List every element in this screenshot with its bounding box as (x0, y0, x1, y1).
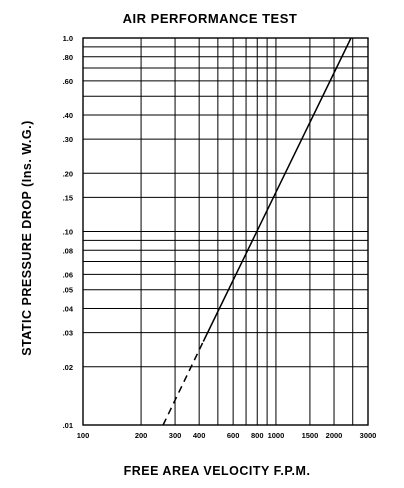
x-tick-label: 3000 (360, 431, 377, 440)
y-tick-label: .20 (63, 169, 73, 178)
y-tick-label: .30 (63, 135, 73, 144)
x-tick-label: 600 (227, 431, 240, 440)
series-layer (162, 37, 352, 426)
y-tick-label: .60 (63, 77, 73, 86)
y-tick-label: .15 (63, 193, 73, 202)
y-tick-label: .08 (63, 246, 73, 255)
y-axis-label: STATIC PRESSURE DROP (Ins. W.G.) (20, 120, 34, 355)
y-tick-label: .80 (63, 53, 73, 62)
chart-title: AIR PERFORMANCE TEST (123, 11, 298, 26)
x-tick-label: 200 (135, 431, 148, 440)
x-tick-label: 2000 (326, 431, 343, 440)
y-tick-labels: .01 .02 .03 .04 .05 .06 .08 .10 .15 .20 .30 .40 .60.… (63, 34, 74, 430)
y-tick-label: .04 (63, 305, 74, 314)
x-tick-label: 300 (169, 431, 182, 440)
x-tick-label: 800 (251, 431, 264, 440)
x-tick-label: 400 (193, 431, 206, 440)
y-tick-label: .10 (63, 228, 73, 237)
y-tick-label: 1.0 (63, 34, 73, 43)
x-gridlines (140, 38, 354, 425)
y-tick-label: .05 (63, 286, 73, 295)
y-tick-label: .02 (63, 363, 73, 372)
x-axis-label: FREE AREA VELOCITY F.P.M. (124, 464, 311, 478)
y-tick-label: .40 (63, 111, 73, 120)
y-gridlines (83, 46, 368, 368)
y-tick-label: .03 (63, 329, 73, 338)
x-tick-label: 1500 (302, 431, 319, 440)
y-tick-label: .06 (63, 270, 73, 279)
series-line-solid (202, 37, 352, 342)
y-tick-label: .01 (63, 421, 73, 430)
x-tick-labels: 100 200 300 400 600 800 1000 1500 2000 3000 (77, 431, 377, 440)
x-tick-label: 100 (77, 431, 90, 440)
x-tick-label: 1000 (268, 431, 285, 440)
series-line-dashed (162, 341, 204, 426)
